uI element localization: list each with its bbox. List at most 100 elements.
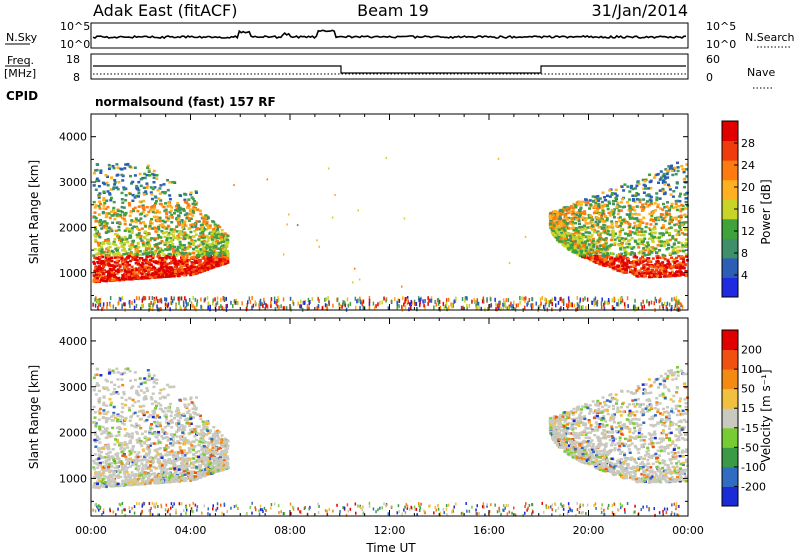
power-echo-point bbox=[630, 216, 634, 219]
power-echo-point bbox=[117, 228, 121, 232]
power-echo-point bbox=[144, 252, 148, 255]
power-echo-point bbox=[651, 235, 655, 239]
power-echo-point bbox=[607, 226, 611, 229]
power-echo-point bbox=[176, 248, 180, 251]
power-echo-point bbox=[163, 273, 167, 276]
power-echo-point bbox=[632, 246, 636, 249]
power-echo-point bbox=[561, 298, 563, 303]
power-echo-point bbox=[181, 232, 185, 236]
power-echo-point bbox=[562, 298, 565, 303]
power-echo-point bbox=[650, 202, 654, 206]
power-echo-point bbox=[574, 206, 578, 209]
power-echo-point bbox=[554, 296, 556, 301]
power-echo-point bbox=[173, 228, 177, 231]
power-echo-point bbox=[116, 270, 120, 274]
power-echo-point bbox=[668, 167, 672, 170]
power-echo-point bbox=[341, 304, 343, 309]
power-echo-point bbox=[618, 209, 622, 213]
power-echo-point bbox=[658, 299, 660, 304]
power-echo-point bbox=[636, 259, 640, 262]
power-echo-point bbox=[151, 255, 155, 258]
power-echo-point bbox=[106, 230, 110, 233]
power-echo-point bbox=[191, 272, 195, 276]
power-echo-point bbox=[497, 157, 500, 160]
power-echo-point bbox=[219, 248, 223, 251]
power-echo-point bbox=[555, 230, 559, 233]
power-echo-point bbox=[194, 203, 198, 206]
power-echo-point bbox=[619, 247, 622, 250]
power-echo-point bbox=[130, 182, 133, 185]
power-echo-point bbox=[495, 307, 497, 312]
power-echo-point bbox=[98, 200, 102, 203]
power-echo-point bbox=[158, 268, 162, 271]
power-echo-point bbox=[205, 228, 209, 231]
power-echo-point bbox=[682, 249, 686, 253]
power-echo-point bbox=[584, 203, 588, 207]
power-echo-point bbox=[97, 299, 99, 304]
power-echo-point bbox=[94, 229, 98, 233]
power-echo-point bbox=[134, 277, 138, 280]
power-echo-point bbox=[121, 249, 125, 252]
power-echo-point bbox=[184, 193, 188, 196]
power-echo-point bbox=[596, 239, 600, 242]
power-echo-point bbox=[139, 178, 143, 181]
power-echo-point bbox=[181, 248, 185, 251]
power-echo-point bbox=[615, 205, 619, 209]
power-echo-point bbox=[670, 270, 674, 273]
power-echo-point bbox=[196, 254, 199, 257]
power-echo-point bbox=[575, 251, 579, 254]
power-echo-point bbox=[577, 248, 581, 251]
power-echo-point bbox=[437, 298, 439, 302]
power-echo-point bbox=[628, 231, 632, 235]
power-echo-point bbox=[676, 263, 679, 267]
power-echo-point bbox=[210, 243, 214, 246]
power-echo-point bbox=[101, 255, 105, 259]
power-echo-point bbox=[185, 253, 189, 257]
power-echo-point bbox=[577, 210, 581, 214]
power-echo-point bbox=[155, 177, 159, 180]
power-echo-point bbox=[122, 186, 126, 189]
power-echo-point bbox=[115, 278, 119, 281]
freq-left-label-2: [MHz] bbox=[4, 67, 36, 80]
power-echo-point bbox=[626, 232, 630, 236]
power-echo-point bbox=[112, 187, 116, 191]
power-echo-point bbox=[549, 222, 553, 226]
power-echo-point bbox=[102, 204, 106, 207]
power-echo-point bbox=[115, 186, 119, 189]
power-echo-point bbox=[590, 250, 593, 254]
power-echo-point bbox=[627, 234, 630, 237]
power-echo-point bbox=[595, 205, 599, 208]
power-echo-point bbox=[101, 272, 105, 275]
power-echo-point bbox=[129, 210, 133, 214]
power-echo-point bbox=[640, 302, 642, 307]
power-echo-point bbox=[152, 173, 156, 177]
velocity-echo-point bbox=[123, 371, 127, 375]
power-echo-point bbox=[276, 299, 278, 303]
power-echo-point bbox=[610, 208, 614, 212]
power-echo-point bbox=[100, 245, 104, 249]
power-echo-point bbox=[637, 246, 641, 249]
power-echo-point bbox=[317, 296, 319, 301]
power-echo-point bbox=[642, 198, 646, 201]
power-echo-point bbox=[668, 232, 671, 235]
power-echo-point bbox=[214, 253, 218, 257]
power-echo-point bbox=[107, 212, 111, 215]
power-echo-point bbox=[610, 192, 614, 195]
power-echo-point bbox=[454, 298, 457, 303]
power-echo-point bbox=[422, 299, 424, 304]
power-echo-point bbox=[107, 239, 111, 242]
power-echo-point bbox=[169, 240, 173, 243]
power-echo-point bbox=[197, 220, 201, 223]
power-echo-point bbox=[418, 298, 420, 303]
power-echo-point bbox=[673, 272, 677, 275]
power-echo-point bbox=[180, 269, 184, 272]
velocity-echo-point bbox=[176, 406, 180, 410]
power-echo-point bbox=[590, 220, 594, 223]
power-echo-point bbox=[623, 302, 626, 307]
power-echo-point bbox=[193, 229, 197, 233]
power-echo-point bbox=[216, 230, 220, 234]
power-echo-point bbox=[390, 299, 393, 304]
power-echo-point bbox=[582, 234, 586, 237]
power-echo-point bbox=[663, 272, 667, 275]
power-echo-point bbox=[183, 223, 187, 226]
